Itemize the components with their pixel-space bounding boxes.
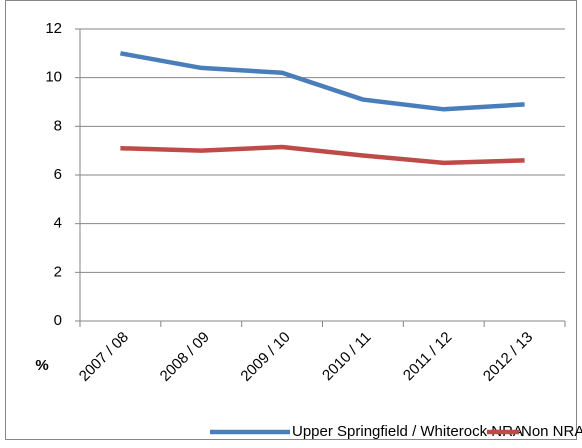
legend-label: Non NRA <box>521 423 582 440</box>
x-tick-label: 2012 / 13 <box>480 329 536 385</box>
y-tick-label: 0 <box>54 312 62 329</box>
series-line <box>120 144 525 166</box>
series-line <box>120 51 525 112</box>
x-tick-label: 2009 / 10 <box>237 329 293 385</box>
chart-frame <box>5 0 577 440</box>
x-tick-label: 2011 / 12 <box>400 329 455 384</box>
y-tick-label: 6 <box>54 166 62 183</box>
y-axis-label: % <box>35 357 48 374</box>
y-tick-label: 4 <box>54 215 62 232</box>
x-tick-label: 2010 / 11 <box>319 329 374 384</box>
y-tick-label: 10 <box>45 69 62 86</box>
y-tick-label: 2 <box>54 263 62 280</box>
y-tick-label: 8 <box>54 117 62 134</box>
y-tick-label: 12 <box>45 20 62 37</box>
x-tick-label: 2008 / 09 <box>157 329 213 385</box>
legend-label: Upper Springfield / Whiterock NRA <box>292 423 523 440</box>
x-tick-label: 2007 / 08 <box>76 329 132 385</box>
